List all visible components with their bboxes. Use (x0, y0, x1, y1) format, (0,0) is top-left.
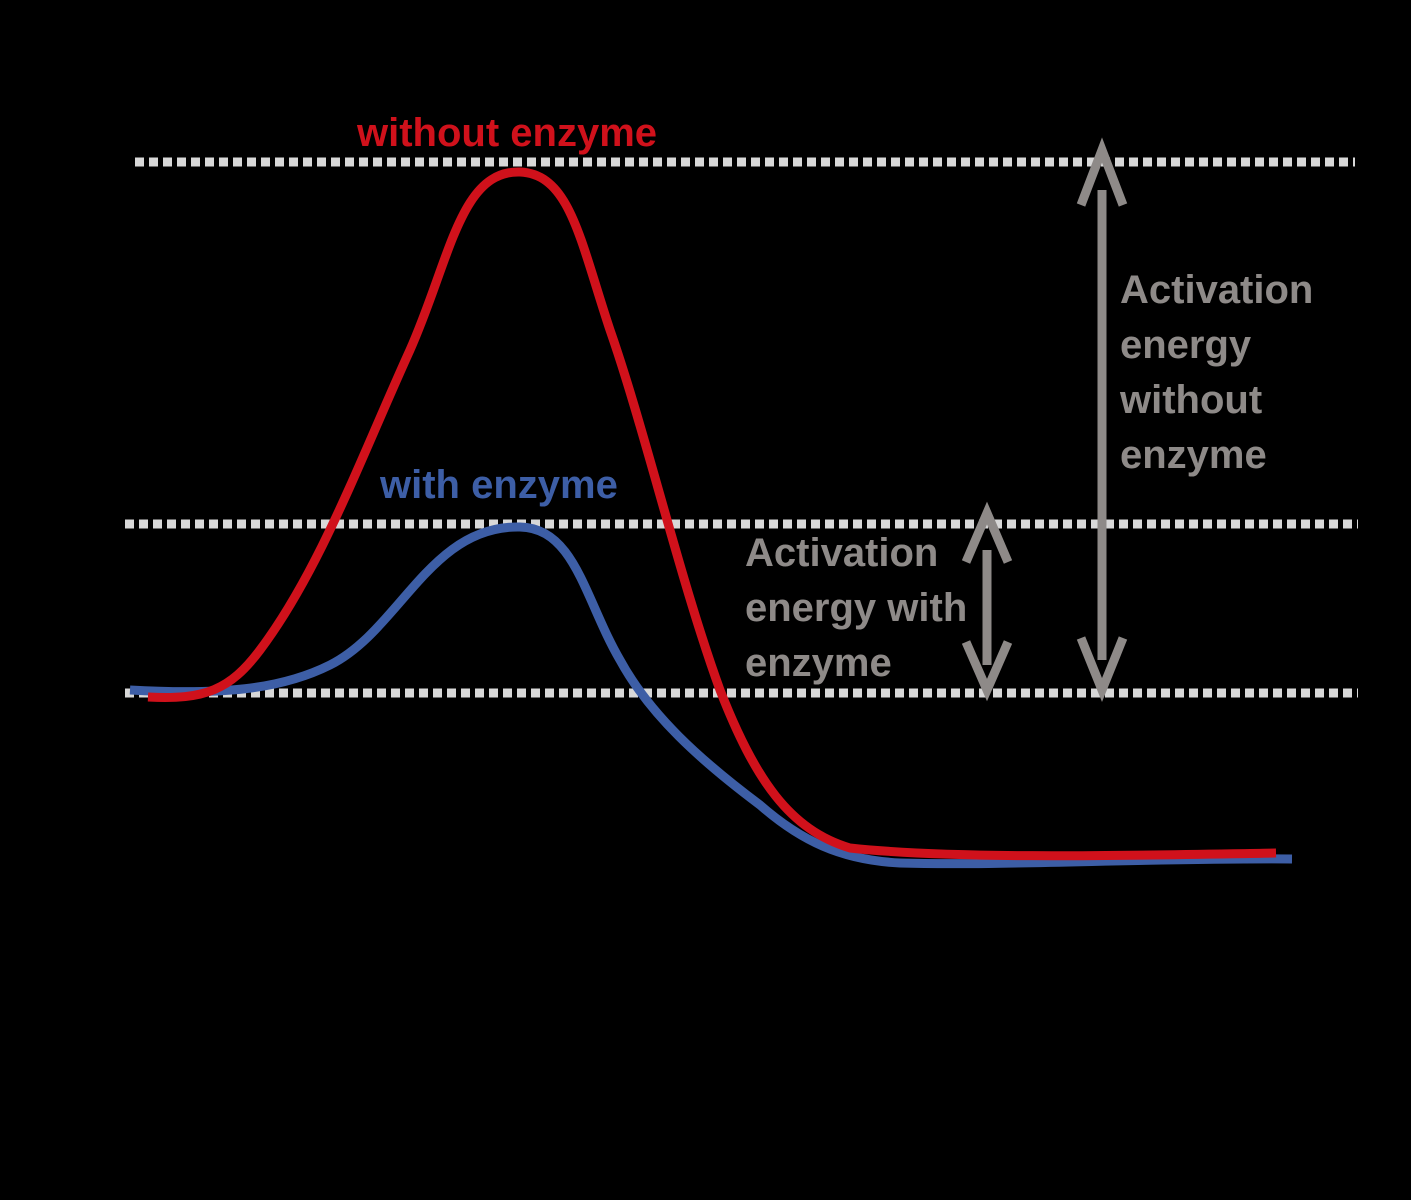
activation-without-line-1: Activation (1120, 268, 1313, 312)
activation-with-line-3: enzyme (745, 641, 892, 685)
activation-without-line-2: energy (1120, 323, 1252, 367)
activation-without-line-4: enzyme (1120, 433, 1267, 477)
activation-energy-with-enzyme-arrow (961, 501, 1013, 702)
activation-energy-without-enzyme-label: Activation energy without enzyme (1119, 268, 1313, 477)
activation-without-line-3: without (1119, 378, 1262, 422)
activation-with-line-2: energy with (745, 586, 967, 630)
with-enzyme-curve (129, 522, 1293, 869)
with-enzyme-label: with enzyme (379, 463, 618, 507)
activation-with-line-1: Activation (745, 531, 938, 575)
activation-energy-without-enzyme-arrow (1076, 137, 1128, 703)
without-enzyme-curve (147, 167, 1277, 861)
activation-energy-with-enzyme-label: Activation energy with enzyme (745, 531, 967, 685)
without-enzyme-label: without enzyme (356, 111, 657, 155)
